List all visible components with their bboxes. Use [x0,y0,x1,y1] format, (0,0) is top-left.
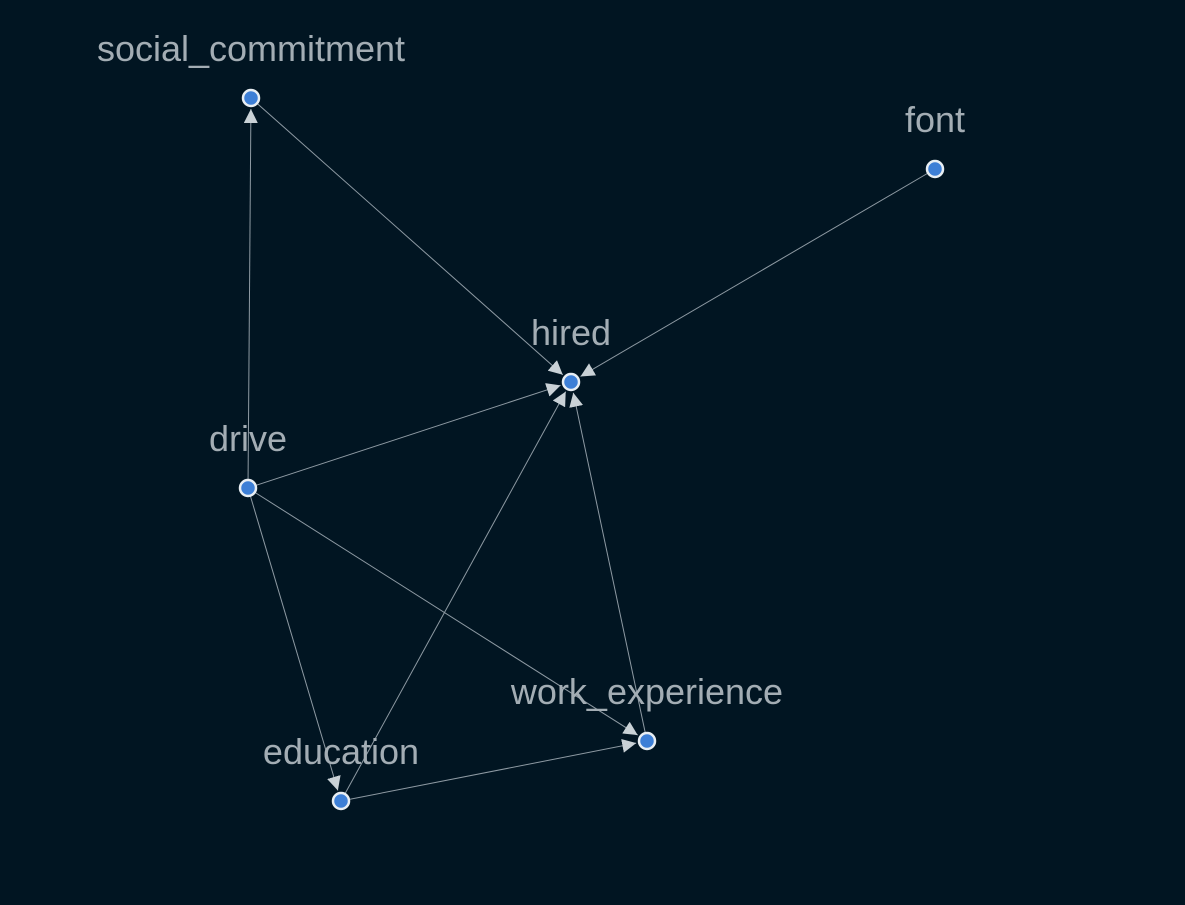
node-label-education: education [263,731,419,772]
node-font[interactable]: font [905,99,965,179]
node-circle-font[interactable] [925,159,945,179]
node-circle-work_experience[interactable] [637,731,657,751]
node-circle-hired[interactable] [561,372,581,392]
node-label-font: font [905,99,965,140]
edge-education-to-work_experience [340,738,637,802]
node-label-work_experience: work_experience [510,671,783,712]
edge-drive-to-hired [247,383,561,489]
edge-education-to-hired [340,391,567,802]
node-social_commitment[interactable]: social_commitment [97,28,405,108]
node-education[interactable]: education [263,731,419,811]
edge-drive-to-education [247,487,341,791]
edge-social_commitment-to-hired [250,97,564,376]
node-label-hired: hired [531,312,611,353]
edge-font-to-hired [580,168,936,377]
node-label-drive: drive [209,418,287,459]
edges-layer [243,97,936,802]
edge-drive-to-work_experience [247,487,638,736]
node-circle-drive[interactable] [238,478,258,498]
edge-drive-to-social_commitment [243,108,258,489]
node-drive[interactable]: drive [209,418,287,498]
node-label-social_commitment: social_commitment [97,28,405,69]
edge-work_experience-to-hired [569,392,648,742]
node-circle-education[interactable] [331,791,351,811]
node-work_experience[interactable]: work_experience [510,671,783,751]
node-hired[interactable]: hired [531,312,611,392]
node-circle-social_commitment[interactable] [241,88,261,108]
